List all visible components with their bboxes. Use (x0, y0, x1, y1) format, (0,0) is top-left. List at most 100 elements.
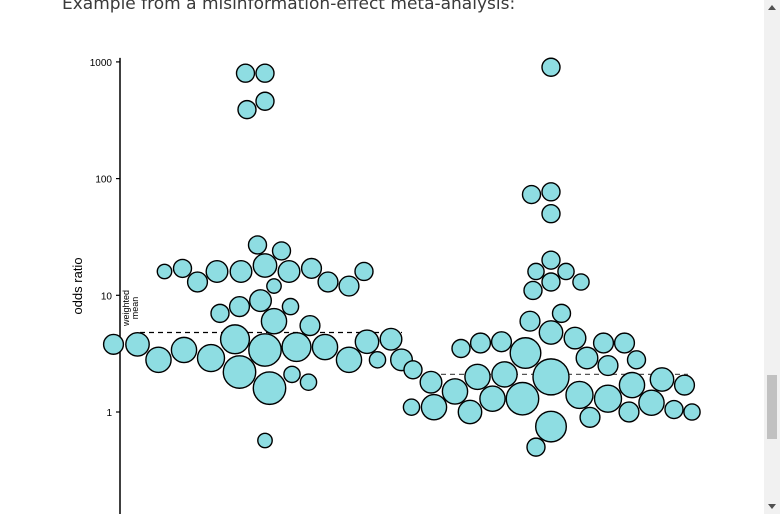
study-bubble (541, 204, 561, 224)
study-bubble (469, 332, 492, 354)
study-bubble (266, 278, 282, 294)
study-bubble (538, 320, 564, 345)
study-bubble (565, 380, 594, 410)
study-bubble (102, 333, 125, 355)
study-bubble (156, 263, 173, 280)
study-bubble (229, 259, 253, 283)
study-bubble (441, 378, 469, 405)
study-bubble (464, 363, 491, 391)
study-bubble (527, 262, 545, 281)
study-bubble (271, 241, 292, 261)
study-bubble (683, 403, 701, 421)
study-bubble (255, 91, 275, 111)
study-bubble (237, 99, 257, 120)
study-bubble (541, 57, 561, 77)
y-axis-group: 1 10 100 1000 odds ratio weightedmean (70, 57, 140, 514)
study-bubble (541, 250, 561, 270)
study-bubble (419, 370, 443, 394)
study-bubble (575, 346, 599, 370)
study-bubble (186, 271, 209, 293)
study-bubble (673, 374, 696, 396)
study-bubble (613, 332, 636, 354)
study-bubble (335, 346, 363, 374)
study-bubble (145, 346, 172, 374)
study-bubble (618, 371, 646, 399)
study-bubble (252, 253, 278, 278)
study-bubble (257, 432, 273, 449)
study-bubble (247, 235, 268, 255)
study-bubble (248, 289, 272, 313)
study-bubble (597, 354, 619, 377)
study-bubble (260, 307, 288, 335)
y-tick-label: 100 (95, 175, 112, 186)
study-bubble (618, 401, 640, 423)
scrollbar[interactable] (764, 0, 780, 514)
study-bubble (526, 437, 546, 457)
study-bubble (196, 343, 226, 373)
bubble-chart: 1 10 100 1000 odds ratio weightedmean (70, 57, 701, 514)
y-tick-label: 1000 (90, 58, 113, 69)
study-bubble (523, 280, 543, 301)
study-bubble (457, 399, 483, 425)
study-bubble (479, 385, 506, 413)
study-bubble (420, 393, 448, 421)
study-bubble (402, 398, 421, 416)
study-bubble (210, 303, 230, 324)
study-bubble (299, 373, 318, 392)
study-bubble (509, 337, 542, 370)
study-bubble (491, 361, 518, 388)
intro-text: Example from a misinformation-effect met… (62, 0, 516, 14)
study-bubble (505, 381, 540, 416)
study-bubble (299, 314, 321, 337)
study-bubble (563, 326, 587, 350)
study-bubble (283, 365, 301, 384)
study-bubble (300, 257, 323, 280)
scroll-down-arrow-icon[interactable] (768, 504, 776, 509)
study-bubble (354, 261, 374, 282)
study-bubble (535, 410, 568, 443)
study-bubble (222, 355, 257, 389)
study-bubble (572, 273, 590, 291)
study-bubble (490, 331, 513, 353)
study-bubble (205, 259, 229, 283)
study-bubble (649, 367, 675, 392)
y-tick-label: 1 (106, 408, 112, 419)
study-bubble (638, 389, 665, 417)
study-bubble (338, 275, 360, 297)
study-bubble (125, 331, 150, 357)
study-bubble (664, 399, 684, 420)
study-bubble (368, 351, 387, 369)
study-bubble (252, 371, 287, 406)
study-bubble (311, 333, 339, 361)
study-bubble (170, 336, 198, 364)
scroll-thumb[interactable] (767, 375, 777, 439)
study-bubble (281, 297, 300, 316)
scroll-up-arrow-icon[interactable] (768, 5, 776, 10)
study-bubble (354, 329, 380, 355)
study-bubble (579, 406, 601, 428)
study-bubble (626, 350, 647, 370)
study-bubble (532, 358, 570, 396)
study-bubble (379, 327, 403, 351)
study-bubble (235, 63, 256, 83)
study-bubble (172, 258, 193, 279)
study-bubble (228, 296, 251, 318)
study-bubble (255, 63, 275, 83)
study-bubble (557, 262, 575, 281)
study-bubble (521, 184, 542, 205)
study-bubble (592, 332, 615, 354)
study-bubble (541, 272, 561, 292)
y-tick-label: 10 (101, 291, 113, 302)
study-bubble (519, 310, 541, 332)
y-axis-label: odds ratio (70, 257, 85, 314)
study-bubble (317, 271, 339, 293)
study-bubble (593, 384, 623, 413)
study-bubble (541, 182, 561, 202)
weighted-mean-label: weightedmean (121, 290, 140, 327)
study-bubble (248, 333, 282, 367)
study-bubble (277, 259, 301, 283)
study-bubble (451, 338, 471, 359)
study-bubble (219, 324, 251, 355)
bubbles-group (102, 57, 701, 457)
study-bubble (403, 360, 423, 380)
